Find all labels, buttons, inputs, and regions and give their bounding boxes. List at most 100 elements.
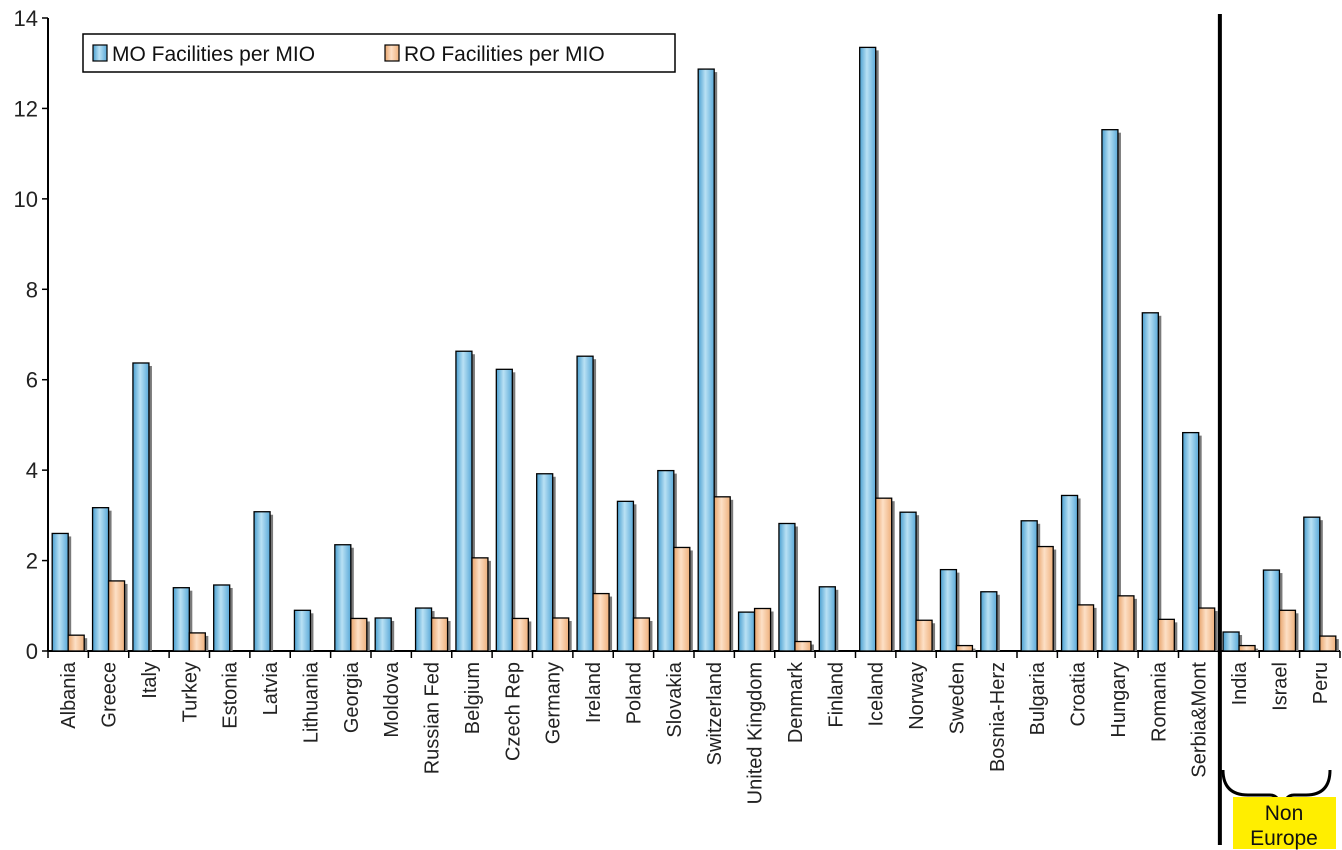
- bar-mo-poland: [616, 500, 635, 652]
- bar-mo-belgium: [455, 350, 473, 652]
- bar-ro-poland: [632, 617, 651, 652]
- x-tick-labels: Albania Greece Italy Turkey Estonia Latvia Lit…: [58, 661, 1332, 804]
- bar-mo-slovakia: [657, 469, 675, 652]
- x-tick-label: Italy: [139, 662, 161, 699]
- x-tick-label: Israel: [1269, 662, 1291, 711]
- bar-mo-serbia-mont: [1182, 431, 1200, 652]
- bar-mo-romania: [1141, 312, 1159, 652]
- bar-mo-bosnia-herz: [980, 591, 998, 652]
- bar-ro-denmark: [794, 640, 812, 652]
- x-tick-label: Estonia: [220, 661, 242, 729]
- bar-mo-norway: [899, 511, 917, 652]
- x-tick-label: Germany: [543, 662, 565, 744]
- x-tick-label: Finland: [825, 662, 847, 728]
- y-tick-label: 0: [26, 639, 38, 664]
- legend-swatch-ro: [384, 44, 400, 62]
- bar-mo-estonia: [213, 584, 231, 652]
- x-tick-label: Albania: [58, 661, 80, 729]
- non-europe-box: [1233, 797, 1336, 849]
- bar-ro-united-kingdom: [753, 607, 772, 652]
- bar-mo-albania: [51, 532, 69, 652]
- x-tick-label: Peru: [1310, 662, 1332, 704]
- x-tick-label: Georgia: [341, 661, 363, 733]
- bar-mo-turkey: [172, 587, 190, 652]
- bar-mo-georgia: [334, 544, 352, 652]
- bar-mo-croatia: [1060, 494, 1079, 652]
- bars: [51, 46, 1339, 652]
- x-tick-label: Norway: [906, 662, 928, 730]
- x-tick-label: Denmark: [785, 661, 807, 743]
- bar-mo-latvia: [253, 511, 271, 652]
- bar-ro-greece: [107, 580, 126, 652]
- x-tick-label: Bosnia-Herz: [987, 662, 1009, 772]
- y-tick-label: 10: [14, 187, 38, 212]
- bar-ro-slovakia: [673, 546, 691, 652]
- bar-ro-switzerland: [713, 496, 731, 652]
- bar-ro-sweden: [955, 644, 974, 652]
- bar-ro-turkey: [188, 632, 206, 652]
- x-tick-label: Bulgaria: [1027, 661, 1049, 735]
- x-tick-label: Romania: [1148, 661, 1170, 742]
- x-tick-label: Serbia&Mont: [1189, 662, 1211, 778]
- x-tick-label: Croatia: [1068, 661, 1090, 726]
- bar-ro-india: [1238, 644, 1256, 652]
- x-tick-label: Iceland: [866, 662, 888, 727]
- y-tick-label: 14: [14, 6, 38, 31]
- bar-mo-bulgaria: [1020, 520, 1038, 652]
- y-tick-label: 6: [26, 368, 38, 393]
- bar-ro-serbia-mont: [1198, 607, 1216, 652]
- bar-ro-iceland: [875, 497, 893, 652]
- bar-mo-finland: [818, 586, 836, 652]
- y-tick-label: 8: [26, 277, 38, 302]
- bar-mo-switzerland: [697, 68, 715, 652]
- bar-mo-italy: [132, 362, 150, 652]
- x-tick-label: Latvia: [260, 661, 282, 715]
- bar-ro-germany: [552, 617, 570, 652]
- non-europe-line-1: Non: [1265, 802, 1304, 825]
- bar-mo-ireland: [576, 355, 594, 652]
- x-tick-label: Switzerland: [704, 662, 726, 765]
- x-tick-label: Moldova: [381, 661, 403, 737]
- x-tick-label: Hungary: [1108, 662, 1130, 738]
- non-europe-annotation: Non Europe: [1221, 769, 1336, 850]
- bar-mo-united-kingdom: [737, 611, 756, 652]
- y-tick-label: 12: [14, 96, 38, 121]
- x-tick-label: Russian Fed: [422, 662, 444, 774]
- bar-mo-iceland: [859, 46, 877, 652]
- x-tick-label: Czech Rep: [502, 662, 524, 761]
- bar-mo-lithuania: [293, 609, 312, 652]
- bar-mo-greece: [91, 507, 110, 652]
- bar-mo-germany: [536, 473, 554, 652]
- bar-ro-czech-rep: [511, 617, 529, 652]
- bar-mo-peru: [1303, 516, 1321, 652]
- x-tick-label: Sweden: [946, 662, 968, 734]
- bar-mo-sweden: [939, 568, 958, 652]
- bar-ro-norway: [915, 619, 933, 652]
- x-tick-label: India: [1229, 661, 1251, 705]
- bar-ro-hungary: [1117, 595, 1135, 652]
- x-tick-label: Belgium: [462, 662, 484, 734]
- legend-box: [82, 33, 676, 73]
- bar-ro-peru: [1319, 635, 1337, 652]
- bar-mo-israel: [1262, 569, 1281, 652]
- x-tick-label: Turkey: [179, 662, 201, 722]
- legend-label-mo: MO Facilities per MIO: [112, 43, 315, 66]
- bar-mo-denmark: [778, 522, 796, 652]
- bar-ro-croatia: [1076, 604, 1095, 652]
- bar-ro-bulgaria: [1036, 545, 1054, 652]
- x-tick-label: Greece: [99, 662, 121, 728]
- x-tick-label: Slovakia: [664, 661, 686, 737]
- legend-swatch-mo: [92, 44, 108, 62]
- bar-ro-israel: [1278, 609, 1297, 652]
- bar-ro-belgium: [471, 557, 489, 652]
- bar-mo-india: [1222, 631, 1240, 652]
- y-tick-label: 2: [26, 549, 38, 574]
- bar-ro-albania: [67, 634, 85, 652]
- legend: MO Facilities per MIO RO Facilities per …: [82, 33, 676, 73]
- bar-mo-czech-rep: [495, 368, 513, 652]
- legend-label-ro: RO Facilities per MIO: [404, 43, 605, 66]
- bar-mo-moldova: [374, 617, 392, 652]
- non-europe-line-2: Europe: [1250, 827, 1318, 850]
- bar-ro-georgia: [350, 617, 368, 652]
